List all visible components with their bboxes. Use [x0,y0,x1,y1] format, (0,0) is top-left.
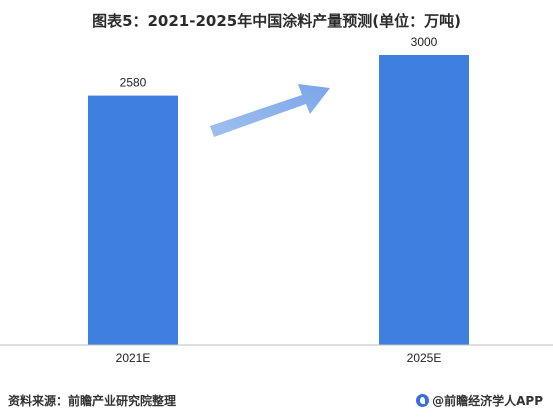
bar-2021E [88,95,178,345]
x-tick-2021E: 2021E [116,351,151,365]
brand-logo-icon [416,394,430,407]
data-label-2025E: 3000 [411,35,438,49]
data-label-2021E: 2580 [120,76,147,90]
brand-text: @前瞻经济学人APP [432,394,543,408]
chart-title: 图表5：2021-2025年中国涂料产量预测(单位：万吨) [92,12,461,30]
x-tick-2025E: 2025E [407,351,442,365]
source-note: 资料来源：前瞻产业研究院整理 [8,394,177,408]
bar-2025E [379,55,469,345]
brand-credit: @前瞻经济学人APP [416,392,543,409]
trend-arrow [210,84,330,137]
